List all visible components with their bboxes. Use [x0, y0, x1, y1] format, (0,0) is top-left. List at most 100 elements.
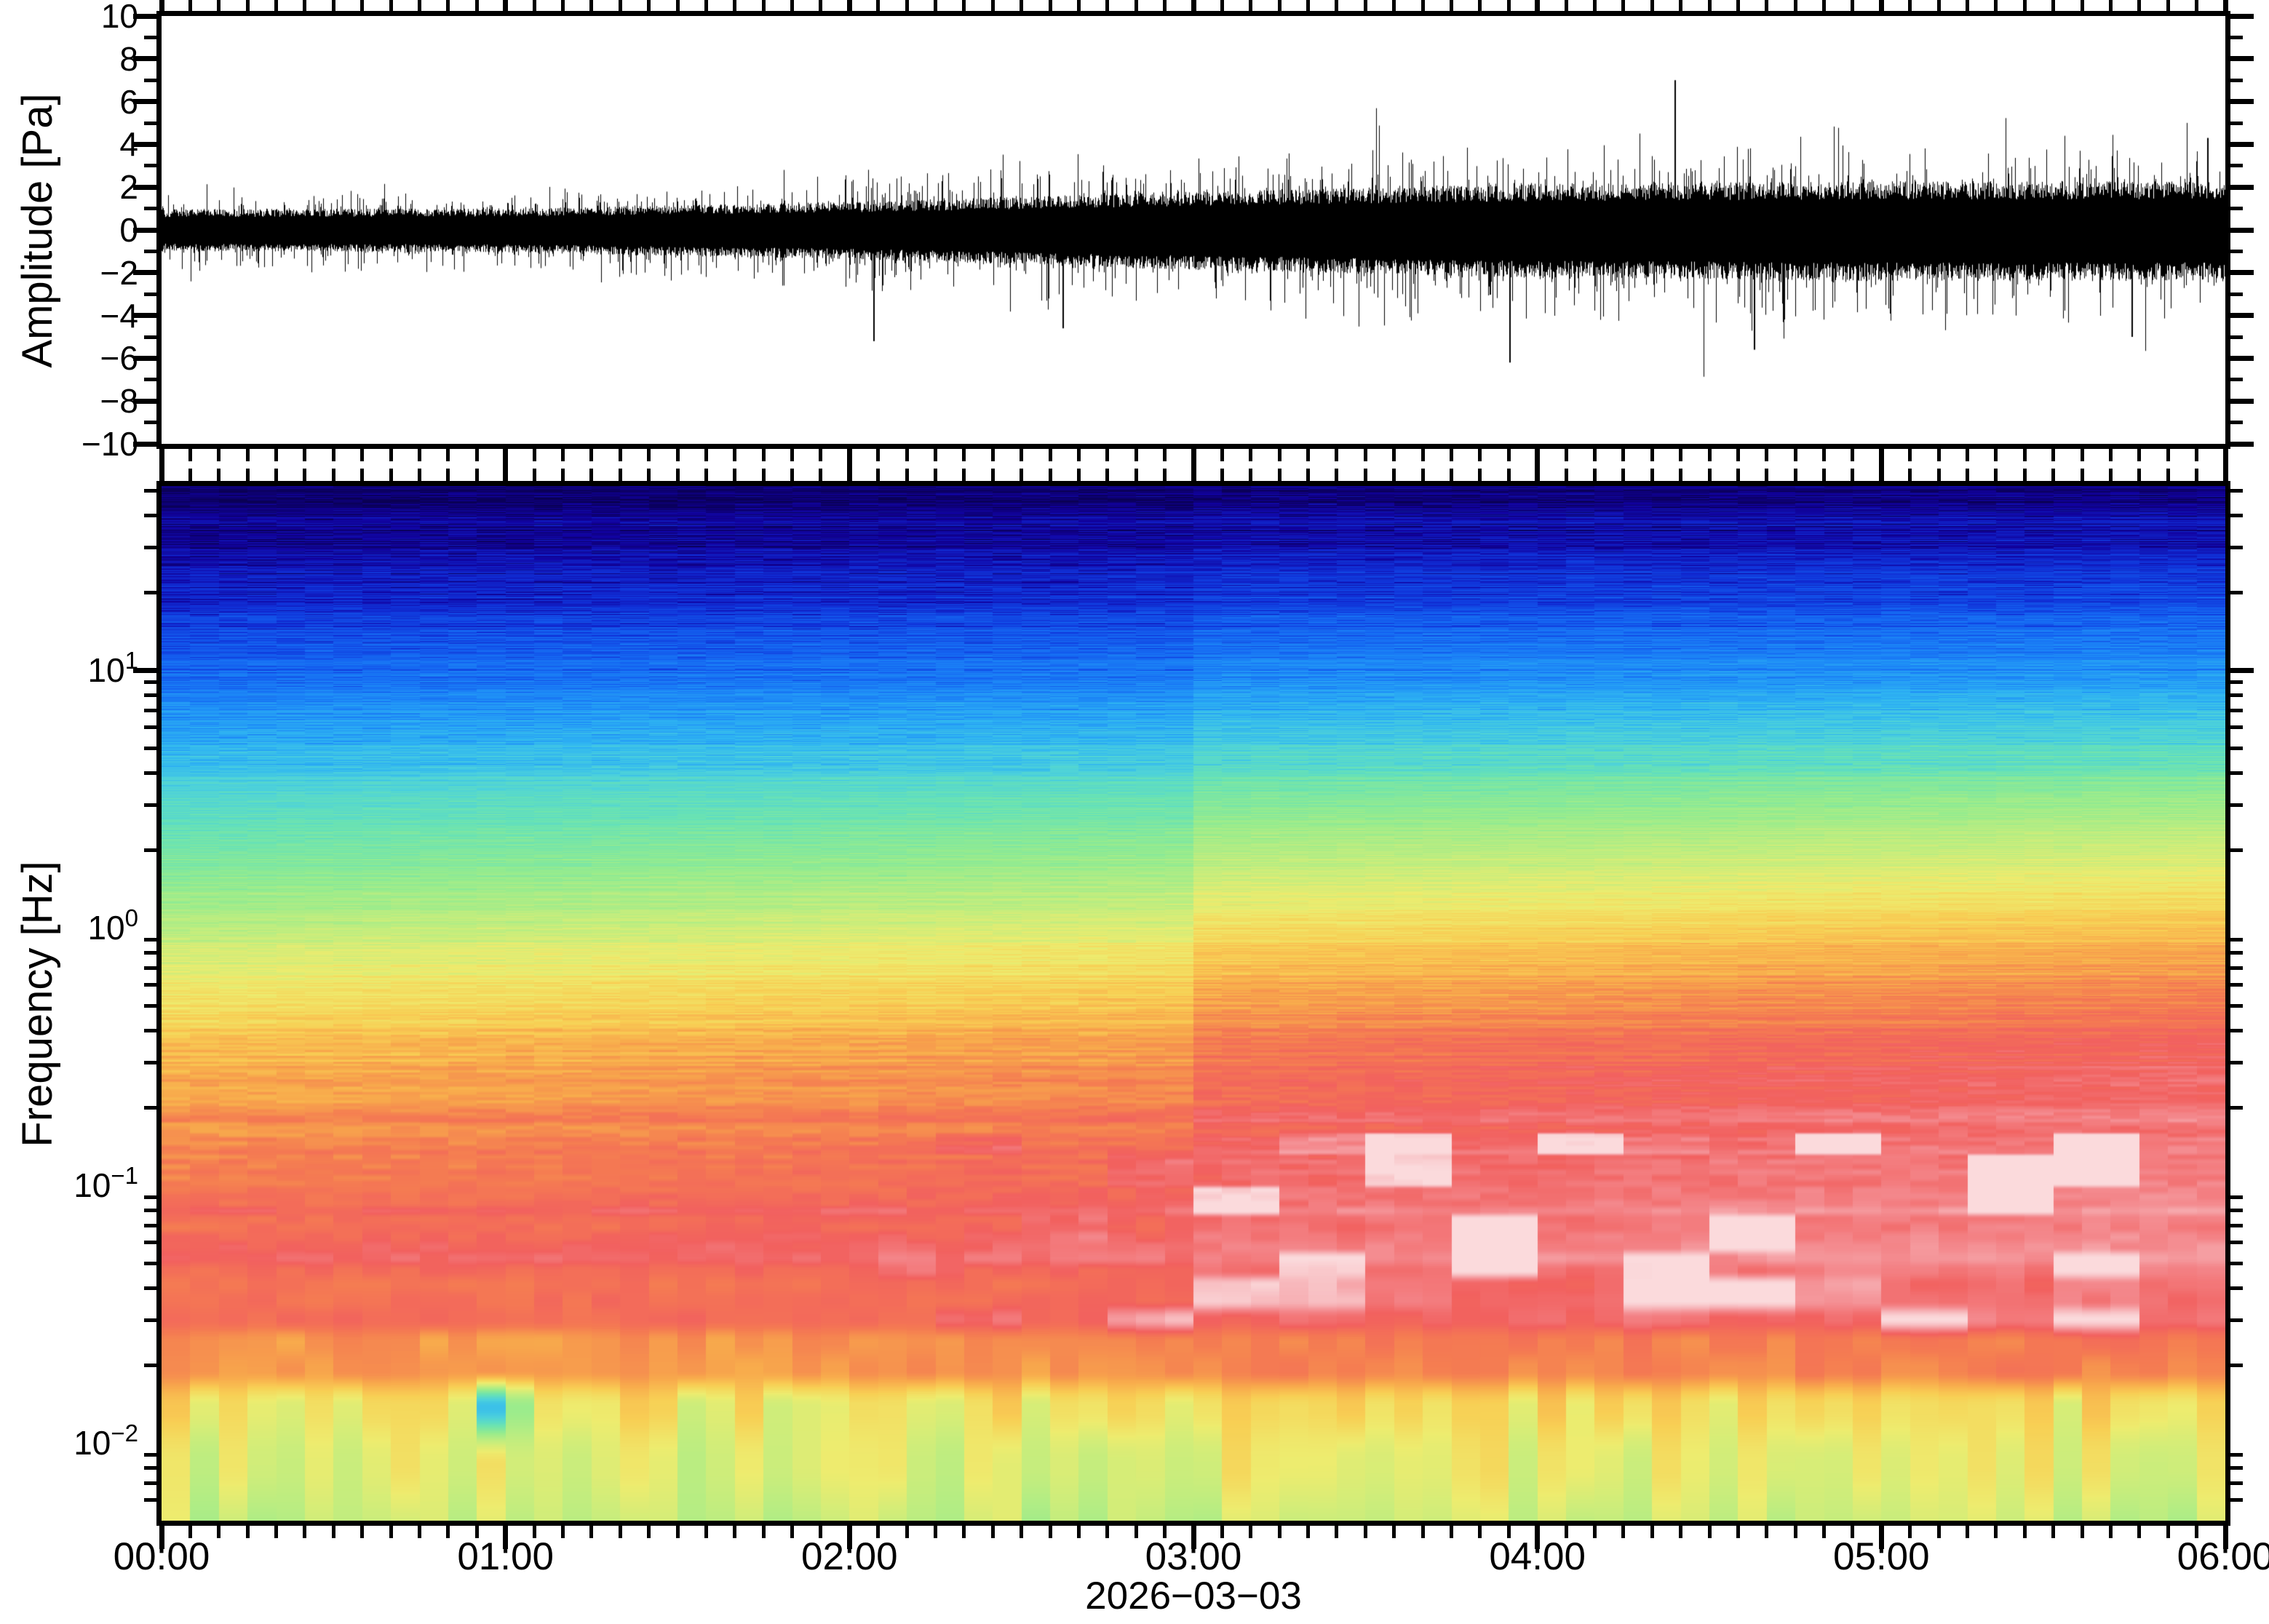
x-tick-waveform-bottom [245, 449, 250, 461]
x-tick-spectrogram-top [1650, 469, 1654, 481]
x-tick-waveform-bottom [217, 449, 221, 461]
x-tick-spectrogram-top [1506, 469, 1511, 481]
waveform-y-tick-label: −8 [100, 382, 138, 421]
x-tick-waveform-top [2022, 0, 2027, 11]
x-tick-waveform-top [1679, 0, 1683, 11]
spectrogram-y-tick-left [144, 938, 156, 942]
waveform-y-tick-left [144, 207, 156, 211]
x-tick-waveform-bottom [1736, 449, 1740, 461]
x-tick-spectrogram-top [2108, 469, 2113, 481]
x-tick-spectrogram-top [1478, 469, 1482, 481]
x-tick-waveform-top [618, 0, 622, 11]
x-tick-waveform-bottom [1793, 449, 1797, 461]
x-tick-waveform-top [331, 0, 335, 11]
x-tick-waveform-bottom [876, 449, 881, 461]
spectrogram-y-tick-right [2230, 1003, 2243, 1008]
spectrogram-y-tick-left [144, 1028, 156, 1032]
spectrogram-y-tick-label: 10−1 [73, 1162, 138, 1205]
x-tick-waveform-top [761, 0, 766, 11]
x-tick-spectrogram-bottom [761, 1526, 766, 1538]
waveform-y-tick-right [2230, 35, 2243, 39]
x-tick-spectrogram-bottom [589, 1526, 594, 1538]
x-tick-spectrogram-top [217, 469, 221, 481]
x-tick-spectrogram-bottom [618, 1526, 622, 1538]
waveform-y-tick-right [2230, 270, 2254, 276]
x-tick-spectrogram-top [360, 469, 365, 481]
x-tick-spectrogram-top [1306, 469, 1311, 481]
spectrogram-y-tick-left [144, 848, 156, 853]
spectrogram-y-tick-left [144, 771, 156, 775]
x-tick-waveform-bottom [2051, 449, 2056, 461]
x-tick-waveform-bottom [303, 449, 307, 461]
x-tick-spectrogram-top [1707, 469, 1712, 481]
x-tick-spectrogram-bottom [2022, 1526, 2027, 1538]
x-tick-waveform-top [1564, 0, 1568, 11]
x-tick-waveform-top [389, 0, 393, 11]
x-tick-waveform-top [1878, 0, 1884, 11]
x-tick-spectrogram-bottom [704, 1526, 708, 1538]
x-tick-waveform-top [1363, 0, 1367, 11]
x-tick-spectrogram-bottom [1878, 1526, 1884, 1549]
spectrogram-y-tick-right [2230, 1286, 2243, 1290]
x-tick-spectrogram-top [1994, 469, 1998, 481]
x-tick-waveform-top [503, 0, 509, 11]
x-tick-waveform-bottom [2137, 449, 2142, 461]
waveform-y-tick-label: −2 [100, 253, 138, 292]
x-tick-waveform-bottom [1564, 449, 1568, 461]
x-tick-waveform-bottom [2108, 449, 2113, 461]
x-tick-waveform-bottom [1220, 449, 1224, 461]
spectrogram-y-tick-left [144, 513, 156, 517]
waveform-y-axis-title: Amplitude [Pa] [14, 93, 61, 368]
x-tick-spectrogram-bottom [1105, 1526, 1110, 1538]
x-tick-waveform-top [2108, 0, 2113, 11]
x-tick-spectrogram-top [1736, 469, 1740, 481]
x-tick-waveform-top [934, 0, 937, 11]
waveform-y-tick-right [2230, 184, 2254, 190]
x-tick-spectrogram-top [1793, 469, 1797, 481]
x-tick-waveform-top [446, 0, 450, 11]
x-tick-spectrogram-top [1851, 469, 1855, 481]
x-tick-waveform-bottom [1163, 449, 1167, 461]
x-tick-spectrogram-bottom [1564, 1526, 1568, 1538]
x-tick-waveform-bottom [1450, 449, 1453, 461]
spectrogram-y-tick-right [2230, 546, 2243, 550]
x-tick-waveform-top [1994, 0, 1998, 11]
x-tick-spectrogram-top [1277, 469, 1281, 481]
x-tick-waveform-top [1851, 0, 1855, 11]
x-tick-spectrogram-top [790, 469, 795, 481]
x-tick-spectrogram-bottom [360, 1526, 365, 1538]
waveform-y-tick-left [133, 184, 156, 190]
x-tick-spectrogram-bottom [1851, 1526, 1855, 1538]
spectrogram-y-tick-right [2230, 1028, 2243, 1032]
x-tick-spectrogram-bottom [1478, 1526, 1482, 1538]
waveform-y-tick-right [2230, 441, 2254, 447]
x-tick-spectrogram-bottom [790, 1526, 795, 1538]
x-tick-waveform-bottom [1936, 449, 1941, 461]
spectrogram-y-tick-left [144, 1003, 156, 1008]
x-tick-spectrogram-top [1765, 469, 1769, 481]
x-tick-spectrogram-top [905, 469, 909, 481]
spectrogram-y-tick-right [2230, 513, 2243, 517]
x-tick-spectrogram-bottom [1936, 1526, 1941, 1538]
x-tick-waveform-top [1134, 0, 1138, 11]
x-tick-waveform-top [1650, 0, 1654, 11]
x-tick-waveform-top [1105, 0, 1110, 11]
x-tick-spectrogram-top [1966, 469, 1969, 481]
x-tick-spectrogram-bottom [1621, 1526, 1626, 1538]
waveform-y-tick-label: −6 [100, 339, 138, 378]
x-tick-spectrogram-top [1392, 469, 1396, 481]
x-tick-spectrogram-bottom [1420, 1526, 1425, 1538]
spectrogram-y-tick-left [133, 667, 156, 673]
x-tick-waveform-top [560, 0, 565, 11]
waveform-y-tick-left [133, 56, 156, 62]
x-tick-waveform-top [1306, 0, 1311, 11]
x-tick-waveform-bottom [1048, 449, 1052, 461]
x-tick-spectrogram-bottom [1277, 1526, 1281, 1538]
waveform-y-tick-label: 4 [119, 125, 138, 164]
waveform-y-tick-right [2230, 355, 2254, 361]
x-tick-spectrogram-bottom [647, 1526, 651, 1538]
x-tick-waveform-bottom [331, 449, 335, 461]
x-tick-waveform-bottom [733, 449, 737, 461]
x-tick-spectrogram-top [303, 469, 307, 481]
spectrogram-y-tick-left [144, 1364, 156, 1368]
